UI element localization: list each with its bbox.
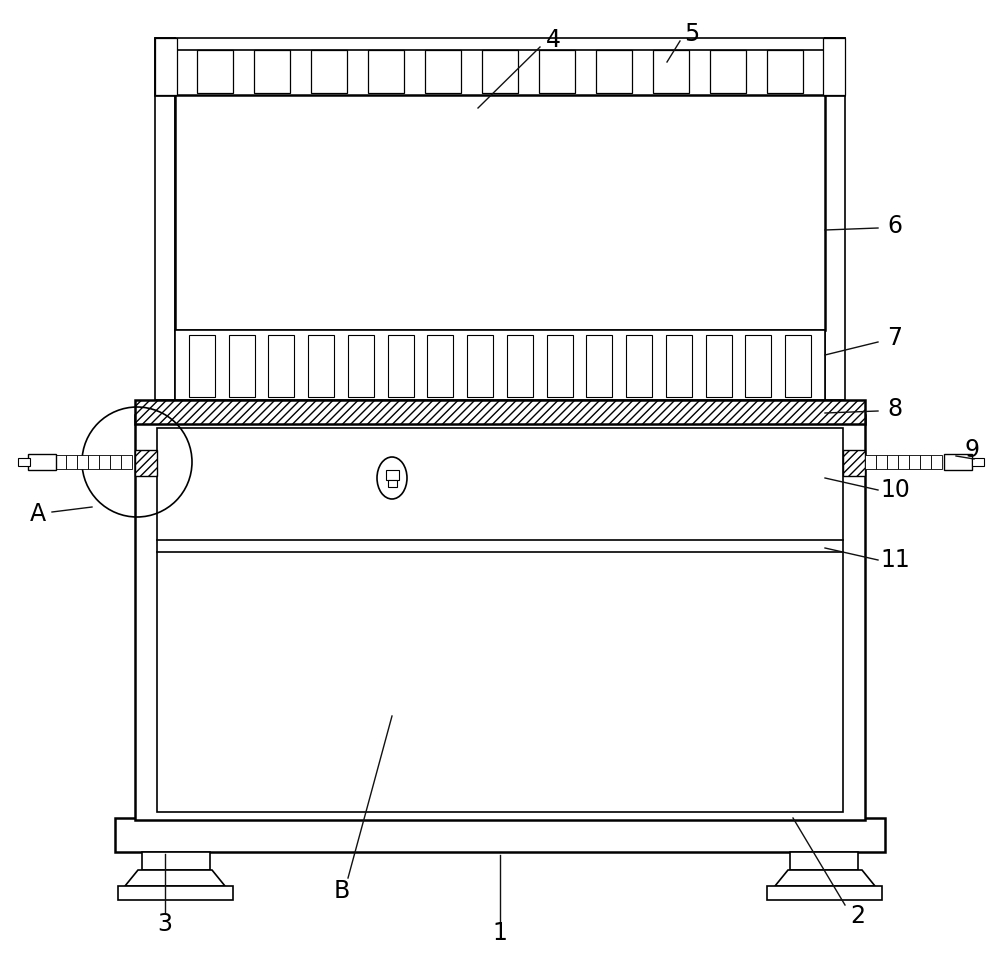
Text: 10: 10: [880, 478, 910, 502]
Bar: [135, 450, 157, 476]
Bar: [972, 458, 984, 466]
Bar: [626, 335, 652, 397]
Text: 5: 5: [684, 22, 700, 46]
Bar: [115, 818, 885, 852]
Polygon shape: [125, 870, 225, 886]
Bar: [308, 335, 334, 397]
Bar: [368, 50, 404, 93]
Bar: [876, 455, 887, 469]
Bar: [135, 415, 865, 820]
Bar: [767, 50, 803, 93]
Bar: [790, 852, 858, 870]
Bar: [254, 50, 290, 93]
Bar: [482, 50, 518, 93]
Bar: [18, 458, 30, 466]
Bar: [785, 335, 811, 397]
Bar: [825, 38, 845, 400]
Bar: [175, 38, 825, 50]
Bar: [157, 428, 843, 812]
Bar: [386, 470, 399, 480]
Bar: [425, 50, 461, 93]
Bar: [77, 455, 88, 469]
Polygon shape: [775, 870, 875, 886]
Bar: [586, 335, 612, 397]
Bar: [99, 455, 110, 469]
Text: 3: 3: [158, 912, 173, 936]
Bar: [539, 50, 575, 93]
Bar: [745, 335, 771, 397]
Bar: [311, 50, 347, 93]
Text: 2: 2: [850, 904, 866, 928]
Bar: [767, 886, 882, 900]
Bar: [596, 50, 632, 93]
Bar: [175, 95, 825, 330]
Bar: [268, 335, 294, 397]
Bar: [175, 330, 825, 400]
Text: 11: 11: [880, 548, 910, 572]
Text: 4: 4: [546, 28, 560, 52]
Bar: [706, 335, 732, 397]
Bar: [547, 335, 573, 397]
Bar: [110, 455, 121, 469]
Bar: [843, 450, 865, 476]
Bar: [28, 454, 56, 470]
Text: A: A: [30, 502, 46, 526]
Bar: [666, 335, 692, 397]
Bar: [507, 335, 533, 397]
Text: 7: 7: [888, 326, 902, 350]
Bar: [197, 50, 233, 93]
Bar: [427, 335, 453, 397]
Text: B: B: [334, 879, 350, 903]
Text: 9: 9: [964, 438, 980, 462]
Bar: [825, 38, 845, 96]
Text: 1: 1: [493, 921, 507, 945]
Bar: [55, 455, 66, 469]
Bar: [155, 38, 177, 95]
Bar: [887, 455, 898, 469]
Bar: [865, 455, 876, 469]
Bar: [121, 455, 132, 469]
Bar: [909, 455, 920, 469]
Bar: [388, 480, 397, 487]
Text: 8: 8: [887, 397, 903, 421]
Bar: [118, 886, 233, 900]
Bar: [155, 38, 175, 96]
Bar: [467, 335, 493, 397]
Bar: [823, 38, 845, 95]
Bar: [388, 335, 414, 397]
Bar: [142, 852, 210, 870]
Bar: [931, 455, 942, 469]
Bar: [710, 50, 746, 93]
Bar: [653, 50, 689, 93]
Bar: [66, 455, 77, 469]
Bar: [944, 454, 972, 470]
Bar: [88, 455, 99, 469]
Bar: [155, 38, 175, 400]
Bar: [229, 335, 255, 397]
Bar: [135, 400, 865, 424]
Text: 6: 6: [888, 214, 902, 238]
Bar: [348, 335, 374, 397]
Bar: [898, 455, 909, 469]
Bar: [189, 335, 215, 397]
Bar: [920, 455, 931, 469]
